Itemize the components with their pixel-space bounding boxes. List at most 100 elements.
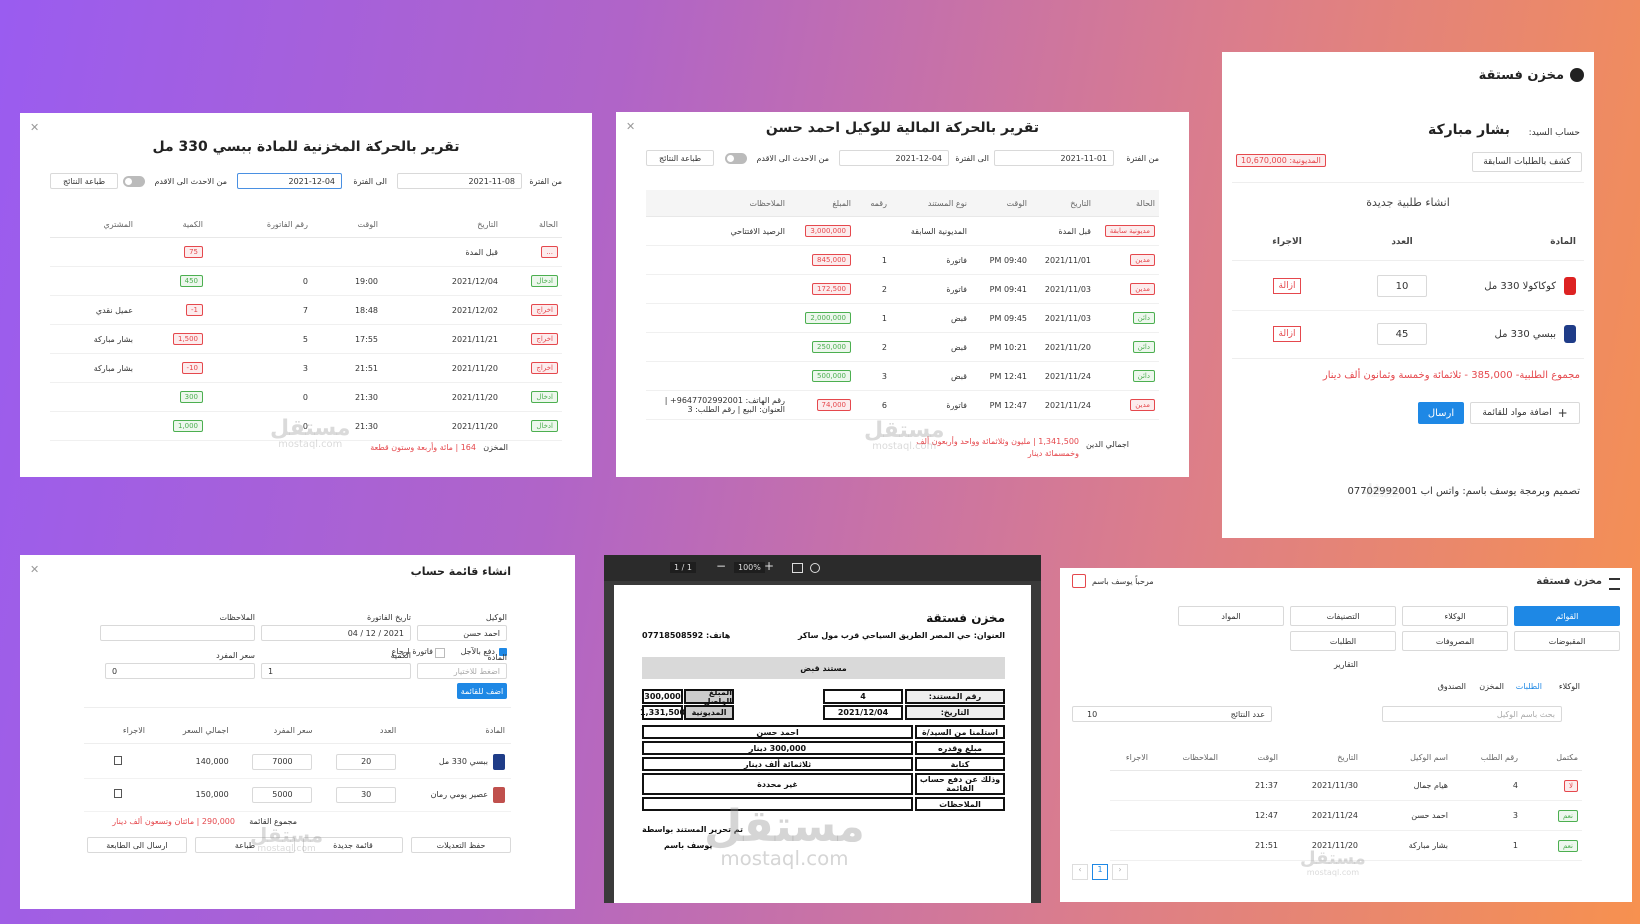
cell-text: 6 xyxy=(881,400,887,410)
delete-icon[interactable] xyxy=(113,789,122,798)
total-value: 290,000 | مائتان وتسعون ألف دينار xyxy=(112,817,235,826)
nav-button[interactable]: المواد xyxy=(1178,606,1284,626)
section-title: انشاء طلبية جديدة xyxy=(1366,196,1450,209)
close-icon[interactable]: ✕ xyxy=(30,121,40,134)
price-value: 0 xyxy=(112,666,118,676)
cell: 2021/11/20 xyxy=(382,393,502,402)
brand-icon xyxy=(1570,68,1584,82)
status-badge: ادخال xyxy=(531,391,558,403)
watermark-en: mostaql.com xyxy=(1306,867,1360,877)
results-input[interactable]: عدد النتائج 10 xyxy=(1072,706,1272,722)
action-button[interactable]: طباعة xyxy=(195,837,295,853)
receipt-cell: 300,000 دينار xyxy=(642,741,913,755)
plus-icon: + xyxy=(1557,406,1568,420)
to-date[interactable]: 2021-12-04 xyxy=(237,173,342,189)
report-title: تقرير بالحركة المخزنية للمادة ببسي 330 م… xyxy=(152,139,460,155)
nav-button[interactable]: المصروفات xyxy=(1402,631,1508,651)
total-cell: 150,000 xyxy=(151,790,235,799)
mobile-order-panel: مخزن فستقة حساب السيد: بشار مباركة كشف بالط… xyxy=(1222,52,1594,538)
cell-input[interactable]: 5000 xyxy=(252,786,313,803)
cell: قبض xyxy=(891,372,971,381)
header-cell: الاجراء xyxy=(1272,237,1302,247)
cell: 74,000 xyxy=(789,399,855,411)
search-input[interactable]: بحث باسم الوكيل xyxy=(1382,706,1562,722)
account-name: بشار مباركة xyxy=(1427,122,1510,138)
action-button[interactable]: قائمة جديدة xyxy=(303,837,403,853)
cell: ادخال xyxy=(502,275,562,287)
action-cell xyxy=(84,756,151,767)
nav-button[interactable]: الطلبات xyxy=(1290,631,1396,651)
history-button[interactable]: كشف بالطلبات السابقة xyxy=(1472,152,1582,172)
page-indicator[interactable]: 1 / 1 xyxy=(670,562,696,573)
nav-button[interactable]: القوائم xyxy=(1514,606,1620,626)
nav-button[interactable]: المقبوضات xyxy=(1514,631,1620,651)
qty-input[interactable]: 10 xyxy=(1377,275,1427,297)
logout-icon[interactable] xyxy=(1072,574,1086,588)
from-date[interactable]: 2021-11-01 xyxy=(994,150,1114,166)
input-cell: 5000 xyxy=(235,786,319,803)
from-date[interactable]: 2021-11-08 xyxy=(397,173,522,189)
delete-icon[interactable] xyxy=(113,756,122,765)
nav-button[interactable]: التصنيفات xyxy=(1290,606,1396,626)
header-text: الملاحظات xyxy=(1182,752,1218,762)
current-page[interactable]: 1 xyxy=(1092,864,1108,880)
next-page[interactable]: › xyxy=(1112,864,1128,880)
rotate-icon[interactable] xyxy=(810,563,820,573)
cell: اخراج xyxy=(502,333,562,345)
nav-button[interactable]: الوكلاء xyxy=(1402,606,1508,626)
cell-text: PM 09:45 xyxy=(989,313,1027,323)
zoom-out[interactable]: − xyxy=(716,559,727,573)
menu-icon[interactable] xyxy=(1609,578,1620,590)
to-date[interactable]: 2021-12-04 xyxy=(839,150,949,166)
print-button[interactable]: طباعة النتائج xyxy=(646,150,714,166)
cell-input[interactable]: 30 xyxy=(336,786,397,803)
sort-label: من الاحدث الى الاقدم xyxy=(756,154,829,163)
date-label: تاريخ الفاتورة xyxy=(366,613,411,622)
print-button[interactable]: طباعة النتائج xyxy=(50,173,118,189)
table-row: ادخال 2021/12/04 19:00 0 450 xyxy=(50,267,562,296)
add-button[interactable]: + اضافة مواد للقائمة xyxy=(1470,402,1580,424)
qty-input[interactable]: 45 xyxy=(1377,323,1427,345)
date-input[interactable]: 2021 / 12 / 04 xyxy=(261,625,411,641)
status-badge: ادخال xyxy=(531,420,558,432)
action-button[interactable]: حفظ التعديلات xyxy=(411,837,511,853)
notes-input[interactable] xyxy=(100,625,255,641)
return-check[interactable] xyxy=(435,648,445,658)
prev-page[interactable]: ‹ xyxy=(1072,864,1088,880)
price-input[interactable]: 0 xyxy=(105,663,255,679)
close-icon[interactable]: ✕ xyxy=(30,563,40,576)
add-button[interactable]: اضف للقائمة xyxy=(457,683,507,699)
zoom-in[interactable]: + xyxy=(764,559,775,573)
report-tab[interactable]: الصندوق xyxy=(1437,682,1466,691)
agent-select[interactable]: احمد حسن xyxy=(417,625,507,641)
deferred-check[interactable] xyxy=(499,648,507,656)
cell-text: PM 09:41 xyxy=(989,284,1027,294)
report-tab[interactable]: الطلبات xyxy=(1515,682,1542,691)
cell-input[interactable]: 20 xyxy=(336,753,397,770)
table-header: الحالة التاريخ الوقت نوع المستند رقمه المبلغ ا… xyxy=(646,190,1159,217)
cell: احمد حسن xyxy=(1362,811,1452,820)
qty-input[interactable]: 1 xyxy=(261,663,411,679)
zoom-value[interactable]: 100% xyxy=(734,562,765,573)
item-select[interactable]: اضغط للاختيار xyxy=(417,663,507,679)
cell: 250,000 xyxy=(789,341,855,353)
fit-icon[interactable] xyxy=(792,563,803,573)
receipt-cell: المديونية xyxy=(684,705,734,720)
close-icon[interactable]: ✕ xyxy=(626,120,636,133)
table-row: دائن 2021/11/20 PM 10:21 قبض 2 250,000 xyxy=(646,333,1159,362)
sort-toggle[interactable] xyxy=(725,153,747,164)
search-placeholder: بحث باسم الوكيل xyxy=(1496,709,1555,719)
header-text: نوع المستند xyxy=(927,198,967,208)
action-button[interactable]: ارسال الى الطابعة xyxy=(87,837,187,853)
report-tab[interactable]: الوكلاء xyxy=(1558,682,1580,691)
cell: قبل المدة xyxy=(382,248,502,257)
cell: رقم الهاتف: 9647702992001+ | العنوان: ال… xyxy=(646,396,789,414)
remove-button[interactable]: ازالة xyxy=(1272,278,1302,294)
report-tab[interactable]: المخزن xyxy=(1479,682,1504,691)
table-row: دائن 2021/11/24 PM 12:41 قبض 3 500,000 xyxy=(646,362,1159,391)
send-button[interactable]: ارسال xyxy=(1418,402,1464,424)
cell-input[interactable]: 7000 xyxy=(252,753,313,770)
invoice-header: المادة العدد سعر المفرد اجمالي السعر الاجراء xyxy=(84,717,511,744)
remove-button[interactable]: ازالة xyxy=(1272,326,1302,342)
sort-toggle[interactable] xyxy=(123,176,145,187)
